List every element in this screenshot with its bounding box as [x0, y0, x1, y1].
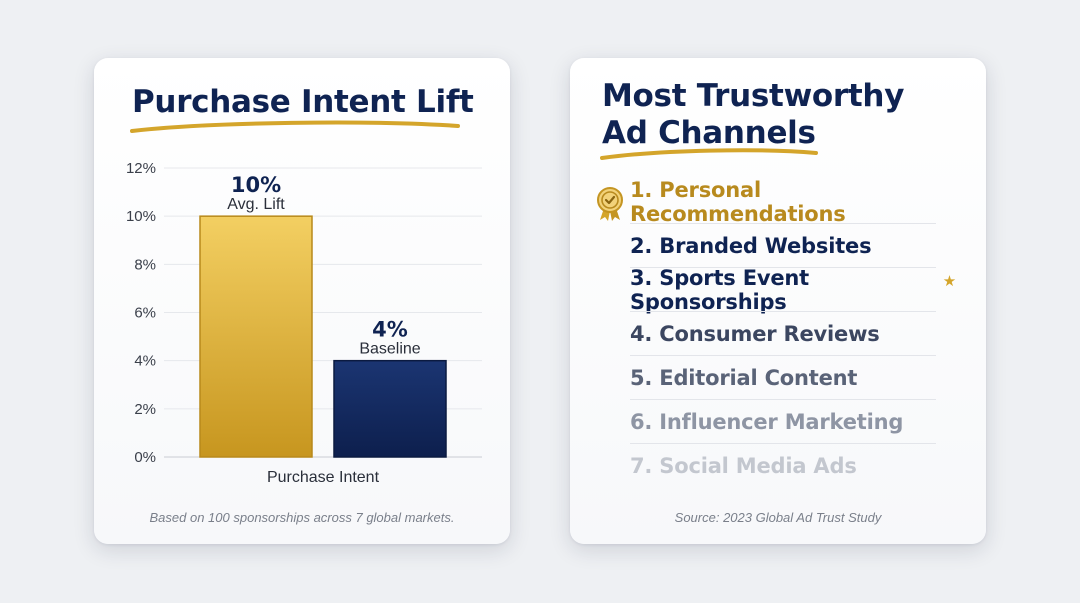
data-label-category: Baseline	[359, 341, 420, 358]
bar-chart: 0%2%4%6%8%10%12%10%Avg. Lift4%BaselinePu…	[126, 160, 482, 486]
list-title-line1: Most Trustworthy	[602, 78, 905, 114]
data-label-value: 10%	[231, 173, 281, 197]
data-label-category: Avg. Lift	[227, 196, 285, 213]
list-item-label: 4. Consumer Reviews	[630, 322, 880, 346]
list-item-5: 5. Editorial Content	[596, 356, 956, 400]
source-footnote: Source: 2023 Global Ad Trust Study	[674, 510, 882, 525]
y-tick-label: 10%	[126, 208, 156, 225]
title-underline-swoosh	[600, 148, 818, 160]
chart-title: Purchase Intent Lift	[132, 84, 474, 120]
award-ribbon-icon	[597, 187, 623, 221]
y-tick-label: 4%	[134, 353, 156, 370]
y-tick-label: 2%	[134, 401, 156, 418]
x-axis-label: Purchase Intent	[267, 469, 380, 486]
list-item-label: 3. Sports Event Sponsorships	[630, 266, 809, 314]
list-item-7: 7. Social Media Ads	[596, 444, 956, 488]
list-item-1: 1. Personal Recommendations	[596, 178, 956, 226]
title-underline-swoosh	[130, 120, 460, 133]
y-tick-label: 12%	[126, 160, 156, 177]
bar-avg-lift	[199, 215, 313, 458]
list-title: Most Trustworthy Ad Channels	[602, 78, 904, 152]
ad-channels-card: Most Trustworthy Ad Channels 1. Personal…	[570, 58, 986, 544]
list-item-label: 1. Personal Recommendations	[630, 178, 846, 226]
ranked-channel-list: 1. Personal Recommendations 2. Branded W…	[596, 178, 956, 488]
list-item-6: 6. Influencer Marketing	[596, 400, 956, 444]
purchase-intent-card: Purchase Intent Lift 0% 2% 4% 6% 8% 10% 12% 10%…	[94, 58, 510, 544]
list-item-label: 5. Editorial Content	[630, 366, 858, 390]
list-item-3: 3. Sports Event Sponsorships ★	[596, 266, 956, 314]
y-tick-label: 0%	[134, 449, 156, 466]
list-item-2: 2. Branded Websites	[596, 224, 956, 268]
data-label-value: 4%	[372, 318, 408, 342]
y-tick-label: 6%	[134, 305, 156, 322]
bar-baseline	[333, 359, 447, 458]
list-item-label: 2. Branded Websites	[630, 234, 872, 258]
list-item-label: 6. Influencer Marketing	[630, 410, 904, 434]
y-tick-label: 8%	[134, 256, 156, 273]
list-item-4: 4. Consumer Reviews	[596, 312, 956, 356]
list-title-line2: Ad Channels	[602, 115, 816, 151]
star-icon: ★	[942, 272, 956, 290]
list-item-label: 7. Social Media Ads	[630, 454, 857, 478]
chart-footnote: Based on 100 sponsorships across 7 globa…	[149, 510, 455, 525]
